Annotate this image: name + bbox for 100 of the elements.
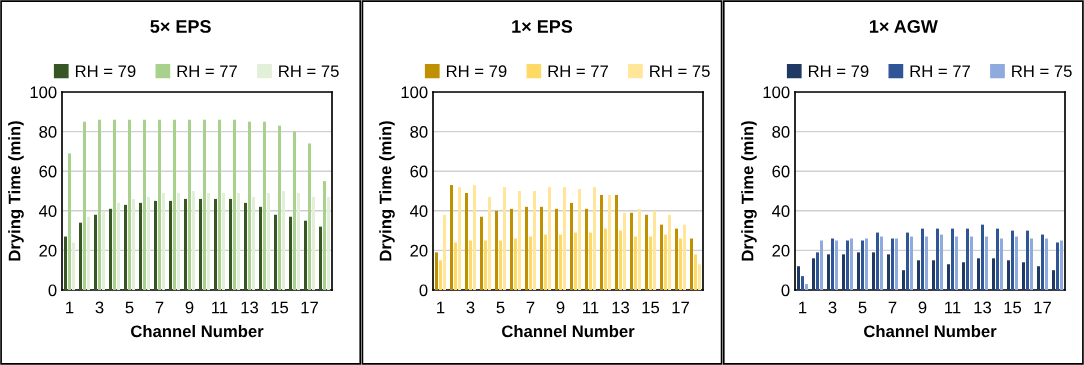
- bar: [203, 119, 206, 290]
- bar: [293, 131, 296, 290]
- bar: [94, 214, 97, 290]
- bar: [473, 185, 476, 290]
- legend-label: RH = 77: [548, 65, 608, 77]
- chart-title: 1× AGW: [869, 20, 938, 33]
- x-tick-label: 3: [466, 301, 475, 314]
- bar: [951, 228, 954, 290]
- bar: [694, 254, 697, 290]
- bar: [630, 212, 633, 290]
- bar: [835, 240, 838, 290]
- bar: [158, 119, 161, 290]
- bar: [917, 260, 920, 290]
- y-tick-label: 0: [48, 284, 57, 297]
- bar: [970, 236, 973, 290]
- bar: [664, 234, 667, 290]
- bar: [1015, 236, 1018, 290]
- bar: [910, 236, 913, 290]
- bar: [902, 270, 905, 290]
- bar: [940, 234, 943, 290]
- legend-label: RH = 79: [808, 65, 869, 78]
- bar: [981, 224, 984, 290]
- x-tick-label: 17: [1034, 301, 1051, 314]
- bar: [880, 236, 883, 290]
- bar: [690, 238, 693, 290]
- bar: [996, 228, 999, 290]
- legend-label: RH = 77: [177, 65, 237, 77]
- bar: [1056, 242, 1059, 290]
- bar: [465, 192, 468, 290]
- y-tick-label: 80: [772, 126, 790, 138]
- bar: [98, 119, 101, 290]
- x-tick-label: 5: [125, 301, 134, 314]
- bar: [312, 196, 315, 290]
- bar: [147, 196, 150, 290]
- bar: [154, 200, 157, 290]
- bar: [932, 260, 935, 290]
- bar: [488, 196, 491, 290]
- x-tick-label: 9: [185, 301, 194, 314]
- x-tick-label: 5: [496, 301, 505, 314]
- y-tick-label: 40: [38, 205, 57, 217]
- bar: [947, 264, 950, 290]
- bar: [323, 181, 326, 290]
- x-tick-label: 13: [241, 301, 259, 314]
- y-tick-label: 60: [39, 165, 57, 178]
- bar: [985, 236, 988, 290]
- bar: [1041, 234, 1044, 290]
- bar: [278, 125, 281, 290]
- bar: [79, 222, 82, 290]
- bar: [876, 232, 879, 290]
- bar: [555, 208, 558, 290]
- bar: [199, 198, 202, 290]
- y-axis-title: Drying Time (min): [379, 121, 395, 261]
- x-tick-label: 17: [672, 301, 689, 314]
- bar: [593, 187, 596, 290]
- bar: [801, 276, 804, 290]
- bar: [638, 208, 641, 290]
- bar: [585, 208, 588, 290]
- x-axis-title: Channel Number: [131, 324, 264, 338]
- bar: [921, 228, 924, 290]
- x-tick-label: 11: [583, 301, 599, 314]
- bar: [443, 214, 446, 290]
- bar: [132, 198, 135, 290]
- bar: [1030, 238, 1033, 290]
- bar: [177, 192, 180, 290]
- bar: [267, 192, 270, 290]
- x-tick-label: 7: [155, 301, 164, 314]
- bar: [214, 198, 217, 290]
- bar: [274, 214, 277, 290]
- x-tick-label: 13: [612, 301, 630, 314]
- bar: [645, 214, 648, 290]
- bar: [578, 189, 581, 290]
- bar: [282, 191, 285, 290]
- bar: [812, 258, 815, 290]
- bar: [679, 238, 682, 290]
- bar: [319, 226, 322, 290]
- bar: [891, 238, 894, 290]
- bar: [1000, 238, 1003, 290]
- bar: [64, 236, 67, 290]
- x-tick-label: 15: [271, 301, 289, 314]
- bar: [529, 236, 532, 290]
- bar: [816, 252, 819, 290]
- bar: [259, 206, 262, 290]
- y-tick-label: 0: [419, 284, 428, 297]
- bar: [683, 224, 686, 290]
- x-tick-label: 3: [828, 301, 837, 314]
- bar: [563, 187, 566, 290]
- bar: [1007, 260, 1010, 290]
- bar: [698, 264, 701, 290]
- bar: [962, 262, 965, 290]
- y-axis-title: Drying Time (min): [741, 121, 757, 261]
- bar: [229, 198, 232, 290]
- y-tick-label: 20: [39, 244, 57, 257]
- bar: [827, 254, 830, 290]
- bar: [304, 220, 307, 290]
- legend-label: RH = 75: [1012, 65, 1072, 78]
- bar: [109, 208, 112, 290]
- chart-title: 1× EPS: [512, 20, 573, 33]
- bar: [574, 232, 577, 290]
- bar: [499, 240, 502, 290]
- bar: [861, 240, 864, 290]
